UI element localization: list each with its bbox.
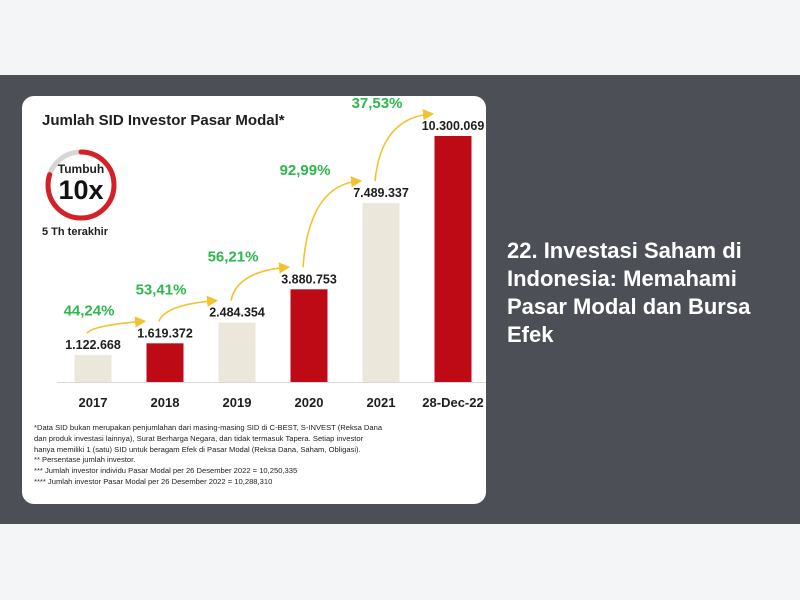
growth-badge: Tumbuh 10x [44,148,118,222]
infographic-card: 1.122.668 2017 1.619.372 2018 2.484.354 2019 3… [22,96,486,504]
value-label: 10.300.069 [422,119,485,133]
footnote-line: ** Persentase jumlah investor. [34,455,136,465]
growth-arrow [374,109,435,182]
footnotes: *Data SID bukan merupakan penjumlahan da… [34,423,480,488]
growth-arrow [302,176,363,268]
growth-arrow [230,262,291,301]
badge-multiplier: 10x [58,175,104,205]
category-tick-label: 28-Dec-22 [422,395,483,410]
value-label: 1.122.668 [65,338,121,352]
bar-2021 [362,203,400,382]
growth-arrow [86,316,147,334]
category-tick-label: 2018 [151,395,180,410]
badge-label: Tumbuh [57,162,105,176]
growth-label: 56,21% [208,248,259,265]
bar-2017 [74,355,112,382]
category-tick-label: 2021 [367,395,396,410]
value-label: 3.880.753 [281,272,337,286]
growth-label: 53,41% [136,282,187,299]
bar-2020 [290,289,328,382]
article-title: 22. Investasi Saham di Indonesia: Memaha… [507,238,751,347]
footnote-line: hanya memiliki 1 (satu) SID untuk beraga… [34,444,361,454]
value-label: 7.489.337 [353,186,409,200]
footnote-line: dan produk investasi lainnya), Surat Ber… [34,433,364,443]
badge-caption: 5 Th terakhir [42,226,109,238]
footnote-line: *** Jumlah investor individu Pasar Modal… [34,466,298,476]
bar-2018 [146,343,184,382]
value-label: 1.619.372 [137,326,193,340]
value-label: 2.484.354 [209,306,265,320]
bar-28-Dec-22 [434,136,472,382]
footnote-line: **** Jumlah investor Pasar Modal per 26 … [34,476,273,486]
bar-chart: 1.122.668 2017 1.619.372 2018 2.484.354 2019 3… [57,96,486,410]
category-tick-label: 2020 [295,395,324,410]
growth-arrow [158,295,219,322]
footnote-line: *Data SID bukan merupakan penjumlahan da… [34,423,383,432]
growth-label: 44,24% [64,302,115,319]
bar-2019 [218,322,256,382]
growth-label: 92,99% [280,162,331,179]
growth-label: 37,53% [352,96,403,112]
category-tick-label: 2019 [223,395,252,410]
growth-ring-icon [45,149,117,221]
chart-title: Jumlah SID Investor Pasar Modal* [42,112,285,129]
category-tick-label: 2017 [79,395,108,410]
